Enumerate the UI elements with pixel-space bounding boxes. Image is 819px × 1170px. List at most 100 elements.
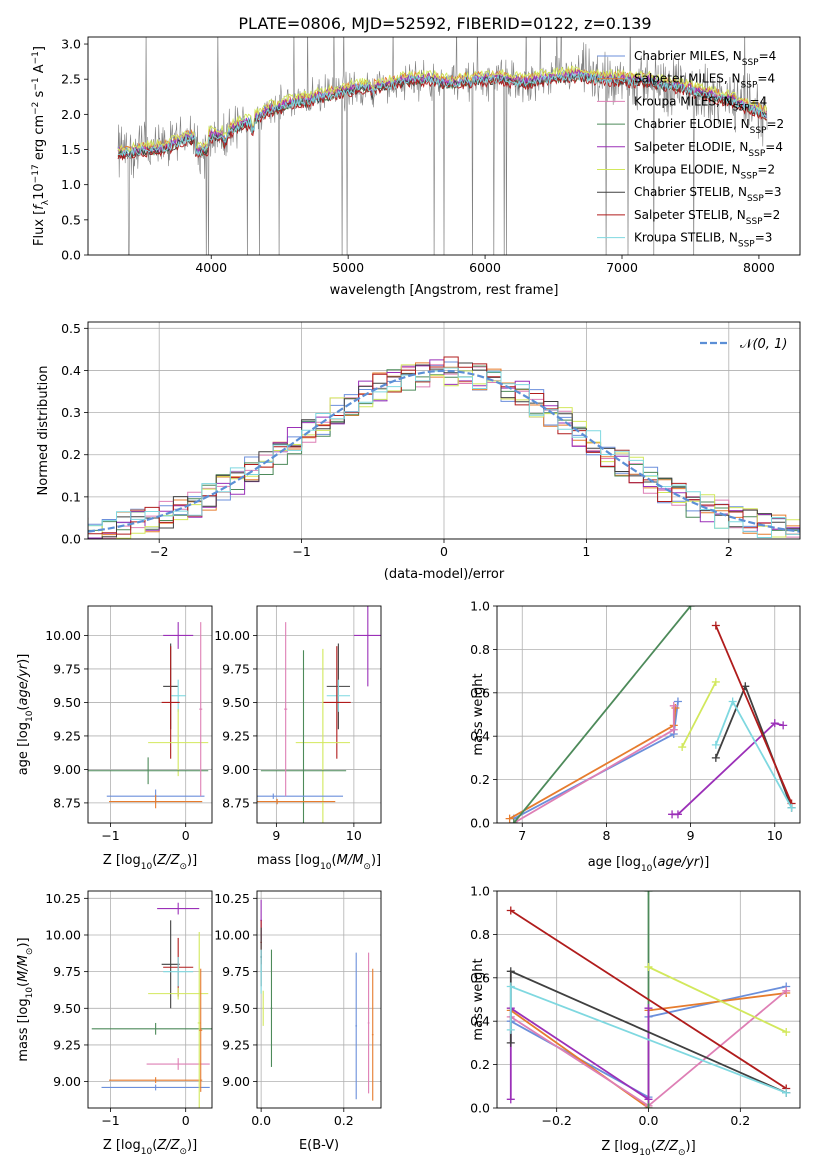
y-tick-label: 0.0: [470, 816, 490, 831]
errorbar-point: [270, 949, 273, 1067]
y-tick-label: 9.25: [222, 1037, 250, 1052]
weight-line: [509, 707, 677, 820]
y-tick-label: 0.1: [61, 489, 81, 504]
weight_vs_Z-frame: [496, 890, 801, 1109]
figure-title: PLATE=0806, MJD=52592, FIBERID=0122, z=0…: [238, 14, 651, 33]
weight-line: [510, 909, 787, 1090]
age_vs_Z-ylabel: age [log10(age/yr)]: [16, 654, 35, 776]
weight-marker: [509, 819, 518, 823]
weight-marker: [669, 701, 678, 710]
x-tick-label: 9: [272, 828, 280, 843]
weight-line: [681, 681, 717, 748]
y-tick-label: 9.00: [222, 762, 250, 777]
y-tick-label: 2.0: [61, 107, 81, 122]
age_vs_mass-frame: [256, 605, 382, 824]
x-tick-label: 5000: [332, 260, 364, 275]
weight-marker: [506, 1025, 515, 1034]
y-tick-label: 0.4: [470, 729, 490, 744]
legend-entry: Chabrier ELODIE, NSSP=2: [634, 117, 784, 136]
mass_vs_Z-frame: [87, 890, 213, 1109]
y-tick-label: 10.00: [45, 628, 81, 643]
y-tick-label: 1.0: [470, 599, 490, 614]
x-tick-label: 4000: [195, 260, 227, 275]
y-tick-label: 0.2: [470, 1057, 490, 1072]
errorbar-point: [353, 606, 381, 687]
legend-entry: Salpeter MILES, NSSP=4: [634, 72, 775, 91]
y-tick-label: 8.75: [222, 795, 250, 810]
x-tick-label: −2: [150, 544, 168, 559]
errorbar-point: [101, 1084, 210, 1091]
weight-line: [648, 966, 787, 1033]
weight_vs_Z-ylabel: mass weight: [471, 958, 486, 1040]
y-tick-label: 8.75: [53, 795, 81, 810]
errorbar-point: [88, 757, 209, 785]
weight-marker: [711, 740, 720, 749]
spectrum-axes: 4000 5000 6000 7000 8000 0.0 0.5 1.0 1.5 2.0 2.5 3.…: [31, 37, 801, 298]
weight_vs_age-xlabel: age [log10(age/yr)]: [588, 855, 710, 874]
x-tick-label: 0.2: [730, 1113, 750, 1128]
errorbar-point: [260, 650, 347, 823]
weight-marker: [506, 967, 515, 976]
y-tick-label: 0.2: [470, 772, 490, 787]
x-tick-label: 7000: [606, 260, 638, 275]
weight-marker: [782, 1028, 791, 1037]
plots: 4000 5000 6000 7000 80000.00.51.01.52.02.53.…: [16, 37, 801, 1158]
weight-marker: [673, 697, 682, 706]
weight-marker: [669, 725, 678, 734]
errorbar-point: [157, 902, 200, 915]
x-tick-label: −1: [292, 544, 310, 559]
errorbar-point: [161, 646, 180, 759]
y-tick-label: 10.25: [214, 891, 250, 906]
y-tick-label: 9.50: [53, 695, 81, 710]
y-tick-label: 9.00: [53, 1074, 81, 1089]
errorbar-point: [91, 1022, 212, 1035]
x-tick-label: 10: [346, 828, 362, 843]
x-tick-label: 7: [518, 828, 526, 843]
spectrum-model-line: [117, 74, 767, 161]
errorbar-point: [257, 798, 336, 805]
legend-entry: Salpeter ELODIE, NSSP=4: [634, 140, 783, 159]
spectrum-ylabel: Flux [fλ10−17 erg cm−2 s−1 A−1]: [31, 46, 51, 246]
errorbar-point: [109, 794, 203, 809]
errorbar-point: [260, 949, 262, 994]
spectrum-model-line: [117, 65, 768, 153]
weight-marker: [644, 962, 653, 971]
x-tick-label: 0: [182, 828, 190, 843]
spectrum-plot-area: [117, 37, 768, 255]
y-tick-label: 1.5: [61, 142, 81, 157]
x-tick-label: 2: [725, 544, 733, 559]
x-tick-label: 0: [440, 544, 448, 559]
errorbar-point: [161, 920, 180, 1009]
y-tick-label: 9.00: [222, 1074, 250, 1089]
weight-marker: [506, 906, 515, 915]
mass_vs_EBV-plot-area: [257, 891, 381, 1108]
y-tick-label: 9.25: [53, 728, 81, 743]
y-tick-label: 0.2: [61, 447, 81, 462]
weight-marker: [644, 1104, 653, 1108]
x-tick-label: 9: [687, 828, 695, 843]
weight_vs_Z-plot-area: [497, 891, 800, 1108]
weight-line: [672, 722, 784, 816]
y-tick-label: 0.5: [61, 212, 81, 227]
weight-marker: [505, 814, 514, 823]
mass_vs_Z-xlabel: Z [log10(Z/Z⊙)]: [103, 1138, 197, 1157]
age_vs_mass-axes: 9 10 8.75 9.00 9.25 9.50 9.75 10.00 mass [log10(…: [214, 605, 382, 872]
errorbar-point: [262, 990, 265, 1026]
age_vs_Z-xlabel: Z [log10(Z/Z⊙)]: [103, 853, 197, 872]
x-tick-label: 10: [767, 828, 783, 843]
weight-line: [714, 625, 793, 804]
y-tick-label: 0.6: [470, 970, 490, 985]
x-tick-label: −1: [101, 1113, 119, 1128]
weight_vs_age-frame: [496, 605, 801, 824]
errorbar-point: [199, 622, 203, 797]
weight_vs_age-axes: 7 8 9 10 0.0 0.2 0.4 0.6 0.8 1.0 age [log10(age/yr…: [470, 599, 801, 874]
x-tick-label: 1: [582, 544, 590, 559]
errorbar-point: [326, 679, 350, 712]
weight_vs_Z-xlabel: Z [log10(Z/Z⊙)]: [601, 1139, 695, 1158]
age_vs_mass-plot-area: [257, 606, 381, 823]
y-tick-label: 0.0: [470, 1101, 490, 1116]
y-tick-label: 0.0: [61, 248, 81, 263]
errorbar-point: [148, 987, 209, 1000]
y-tick-label: 0.6: [470, 685, 490, 700]
